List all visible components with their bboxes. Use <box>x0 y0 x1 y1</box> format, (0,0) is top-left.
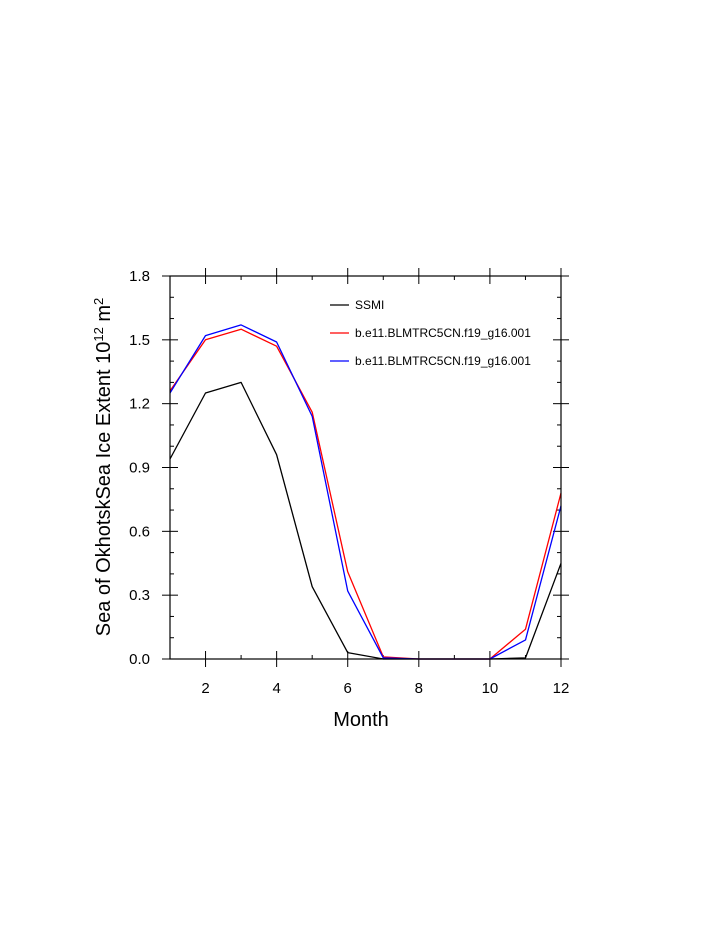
y-tick-label: 1.2 <box>129 396 150 413</box>
series-lines <box>169 324 562 660</box>
x-tick-label: 12 <box>553 680 570 697</box>
x-axis-title: Month <box>333 709 389 731</box>
y-axis-title-unit: m <box>93 305 115 327</box>
series-line-2 <box>169 328 562 660</box>
y-tick-label: 0.0 <box>129 651 150 668</box>
tick-labels: 2 4 6 8 10 12 0.0 0.3 0.6 0.9 1.2 1.5 1.8 <box>129 268 569 697</box>
y-tick-label: 0.3 <box>129 587 150 604</box>
y-tick-label: 0.9 <box>129 460 150 477</box>
y-axis-title-exponent: 12 <box>91 327 106 341</box>
x-tick-label: 8 <box>415 680 423 697</box>
legend-label-1: SSMI <box>355 298 384 312</box>
y-tick-label: 1.5 <box>129 332 150 349</box>
legend: SSMI b.e11.BLMTRC5CN.f19_g16.001 b.e11.BLM… <box>330 298 531 368</box>
series-line-1 <box>169 381 562 660</box>
x-tick-label: 10 <box>482 680 499 697</box>
y-tick-label: 0.6 <box>129 523 150 540</box>
y-axis-title-main: Sea of OkhotskSea Ice Extent 10 <box>93 342 115 637</box>
x-tick-label: 4 <box>272 680 280 697</box>
x-tick-label: 2 <box>201 680 209 697</box>
legend-label-3: b.e11.BLMTRC5CN.f19_g16.001 <box>355 354 531 368</box>
y-tick-label: 1.8 <box>129 268 150 285</box>
x-tick-label: 6 <box>344 680 352 697</box>
series-line-3 <box>169 324 562 660</box>
plot-frame <box>169 275 562 660</box>
y-axis-title: Sea of OkhotskSea Ice Extent 1012 m2 <box>91 298 116 637</box>
y-axis-title-unit-exponent: 2 <box>91 298 106 305</box>
legend-label-2: b.e11.BLMTRC5CN.f19_g16.001 <box>355 326 531 340</box>
